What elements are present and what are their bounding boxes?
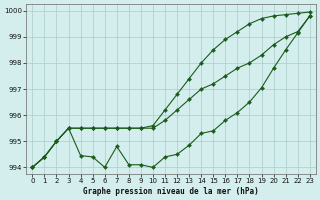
X-axis label: Graphe pression niveau de la mer (hPa): Graphe pression niveau de la mer (hPa): [83, 187, 259, 196]
